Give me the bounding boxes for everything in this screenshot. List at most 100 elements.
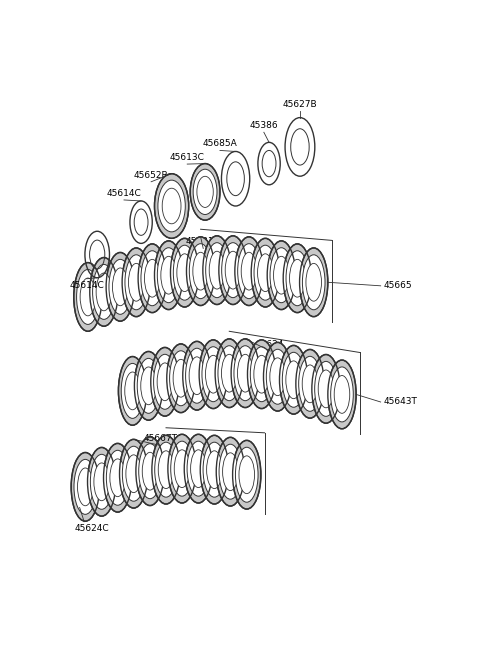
Ellipse shape [134, 352, 163, 420]
Ellipse shape [218, 346, 240, 401]
Text: 45614C: 45614C [107, 189, 141, 198]
Ellipse shape [151, 348, 179, 416]
Ellipse shape [235, 237, 263, 306]
Ellipse shape [125, 255, 147, 310]
Ellipse shape [90, 258, 118, 326]
Ellipse shape [80, 278, 96, 316]
Ellipse shape [238, 354, 253, 392]
Ellipse shape [171, 441, 193, 496]
Ellipse shape [167, 344, 195, 413]
Ellipse shape [168, 434, 196, 503]
Ellipse shape [157, 248, 180, 302]
Ellipse shape [199, 340, 228, 409]
Ellipse shape [203, 236, 231, 304]
Ellipse shape [106, 253, 134, 321]
Text: 45624: 45624 [256, 340, 284, 349]
Ellipse shape [109, 259, 132, 314]
Ellipse shape [137, 358, 160, 413]
Ellipse shape [190, 163, 220, 220]
Ellipse shape [299, 356, 321, 411]
Ellipse shape [209, 251, 225, 289]
Ellipse shape [197, 176, 213, 207]
Ellipse shape [219, 236, 247, 304]
Ellipse shape [90, 258, 118, 326]
Text: 45667T: 45667T [144, 434, 178, 443]
Ellipse shape [155, 442, 177, 497]
Ellipse shape [270, 358, 286, 396]
Ellipse shape [231, 339, 259, 407]
Ellipse shape [142, 452, 158, 490]
Ellipse shape [87, 447, 116, 516]
Ellipse shape [306, 264, 322, 301]
Ellipse shape [250, 347, 273, 401]
Ellipse shape [286, 361, 301, 399]
Ellipse shape [158, 180, 185, 232]
Ellipse shape [200, 436, 228, 504]
Text: 45685A: 45685A [203, 140, 237, 148]
Ellipse shape [104, 443, 132, 512]
Ellipse shape [203, 442, 226, 497]
Ellipse shape [231, 339, 259, 407]
Ellipse shape [134, 352, 163, 420]
Text: 45386: 45386 [250, 121, 278, 131]
Ellipse shape [283, 244, 312, 313]
Ellipse shape [121, 363, 144, 419]
Ellipse shape [74, 262, 102, 331]
Ellipse shape [162, 188, 181, 224]
Ellipse shape [239, 456, 254, 493]
Ellipse shape [155, 241, 183, 310]
Ellipse shape [168, 434, 196, 503]
Ellipse shape [331, 367, 353, 422]
Ellipse shape [71, 453, 99, 522]
Ellipse shape [191, 450, 206, 487]
Ellipse shape [93, 264, 115, 319]
Ellipse shape [254, 356, 269, 393]
Ellipse shape [96, 273, 112, 311]
Ellipse shape [296, 350, 324, 418]
Ellipse shape [112, 268, 128, 306]
Ellipse shape [126, 455, 142, 493]
Ellipse shape [186, 237, 215, 306]
Ellipse shape [120, 440, 148, 508]
Text: 45614C: 45614C [70, 281, 104, 290]
Ellipse shape [315, 361, 337, 417]
Ellipse shape [282, 352, 305, 407]
Ellipse shape [318, 370, 334, 408]
Ellipse shape [248, 340, 276, 409]
Ellipse shape [177, 254, 192, 291]
Ellipse shape [264, 342, 292, 411]
Ellipse shape [119, 357, 147, 425]
Ellipse shape [139, 443, 161, 499]
Ellipse shape [183, 341, 211, 410]
Ellipse shape [200, 436, 228, 504]
Ellipse shape [87, 447, 116, 516]
Ellipse shape [119, 357, 147, 425]
Ellipse shape [170, 238, 199, 307]
Ellipse shape [219, 236, 247, 304]
Ellipse shape [184, 434, 213, 503]
Ellipse shape [144, 259, 160, 297]
Ellipse shape [90, 455, 113, 509]
Ellipse shape [267, 241, 296, 310]
Ellipse shape [155, 174, 189, 238]
Ellipse shape [141, 251, 164, 306]
Ellipse shape [161, 256, 176, 294]
Ellipse shape [235, 447, 258, 502]
Ellipse shape [258, 254, 273, 291]
Ellipse shape [122, 248, 150, 317]
Ellipse shape [203, 236, 231, 304]
Ellipse shape [152, 436, 180, 504]
Ellipse shape [120, 440, 148, 508]
Ellipse shape [183, 341, 211, 410]
Ellipse shape [334, 375, 350, 413]
Ellipse shape [78, 468, 93, 506]
Ellipse shape [187, 441, 210, 496]
Text: 45613C: 45613C [170, 153, 204, 162]
Ellipse shape [222, 243, 244, 298]
Ellipse shape [279, 346, 308, 414]
Ellipse shape [138, 244, 167, 313]
Ellipse shape [223, 453, 238, 491]
Ellipse shape [136, 437, 164, 506]
Ellipse shape [274, 256, 289, 294]
Ellipse shape [289, 259, 305, 297]
